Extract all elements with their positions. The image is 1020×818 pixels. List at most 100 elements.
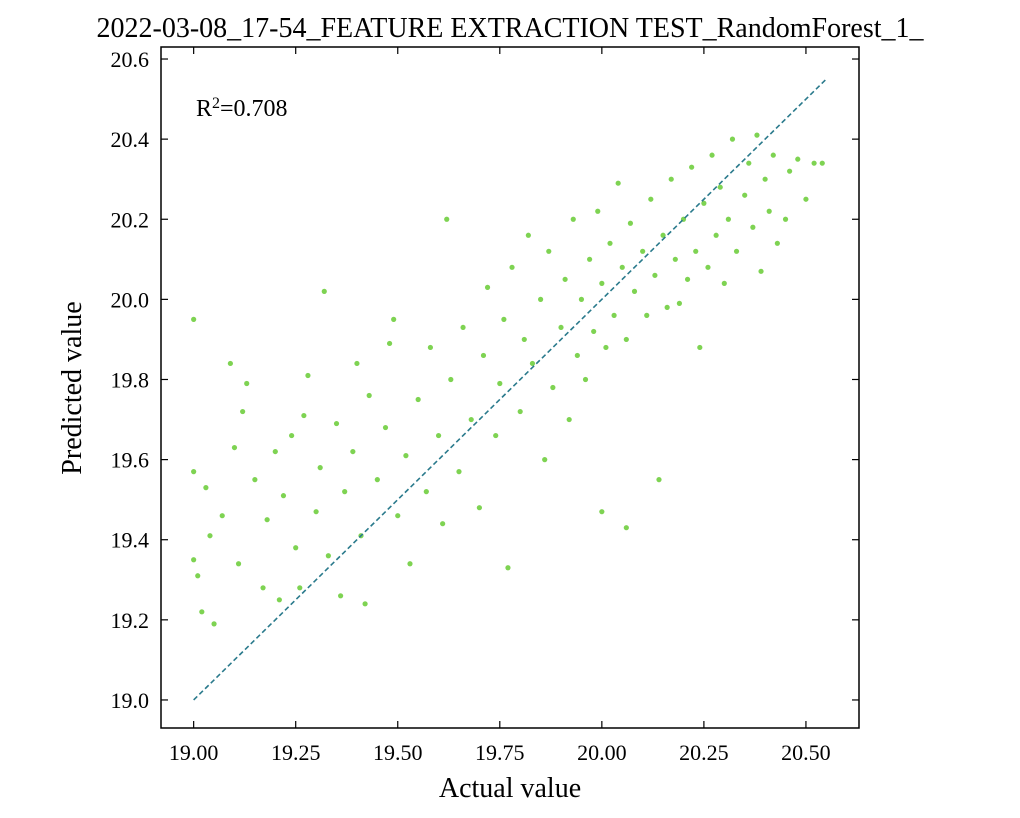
data-point — [578, 296, 585, 302]
x-tick-label: 20.00 — [577, 740, 627, 765]
data-point — [660, 232, 666, 238]
data-point — [713, 232, 719, 238]
data-point — [721, 280, 727, 286]
data-point — [207, 533, 213, 539]
y-tick-label: 19.4 — [111, 528, 150, 553]
plot-frame — [160, 46, 860, 729]
data-point — [787, 168, 793, 174]
data-point — [219, 513, 225, 519]
data-point — [272, 448, 278, 455]
data-point — [395, 513, 401, 519]
x-axis-label: Actual value — [439, 773, 581, 804]
data-point — [321, 288, 327, 294]
data-point — [652, 272, 658, 278]
data-point — [382, 424, 389, 431]
data-point — [668, 176, 674, 182]
data-point — [550, 384, 556, 391]
data-point — [203, 485, 209, 491]
y-tick-label: 20.2 — [111, 207, 150, 232]
data-point — [574, 352, 580, 359]
data-point — [623, 525, 629, 531]
data-point — [484, 284, 491, 290]
data-point — [199, 609, 205, 615]
data-point — [607, 240, 613, 246]
data-point — [705, 264, 711, 270]
data-point — [591, 328, 597, 335]
data-point — [529, 360, 536, 367]
data-point — [619, 264, 625, 270]
data-point — [280, 493, 287, 499]
data-point — [750, 224, 756, 230]
data-point — [770, 152, 776, 158]
data-point — [293, 545, 299, 551]
y-axis-label: Predicted value — [57, 301, 88, 474]
data-point — [440, 521, 446, 527]
data-point — [525, 232, 531, 238]
data-point — [448, 376, 454, 383]
data-point — [195, 573, 201, 579]
data-point — [505, 565, 511, 571]
identity-reference-line — [193, 78, 827, 701]
data-point — [562, 276, 568, 282]
data-point — [656, 477, 662, 483]
data-point — [289, 432, 295, 439]
data-point — [603, 344, 609, 351]
data-point — [191, 557, 197, 563]
data-point — [517, 408, 523, 415]
data-point — [476, 505, 482, 511]
data-point — [240, 408, 246, 415]
data-point — [623, 336, 629, 343]
data-point — [460, 324, 466, 331]
data-point — [342, 489, 348, 495]
data-point — [350, 448, 356, 455]
data-point — [191, 469, 197, 475]
data-point — [427, 344, 433, 351]
data-point — [244, 380, 250, 387]
data-point — [317, 465, 323, 471]
data-point — [664, 304, 670, 310]
data-point — [521, 336, 527, 343]
data-point — [697, 344, 703, 351]
data-point — [754, 132, 760, 138]
data-point — [509, 264, 515, 270]
r2-annotation-prefix: R — [196, 96, 212, 122]
data-point — [566, 416, 572, 423]
data-point — [305, 372, 311, 379]
data-point — [468, 416, 474, 423]
data-point — [301, 412, 307, 419]
data-point — [444, 216, 450, 222]
data-point — [362, 601, 368, 607]
data-point — [403, 453, 409, 459]
x-tick-label: 19.75 — [475, 740, 525, 765]
data-point — [538, 296, 544, 302]
data-point — [480, 352, 487, 359]
data-point — [746, 160, 752, 166]
data-point — [227, 360, 233, 367]
data-point — [684, 276, 691, 282]
data-point — [456, 469, 462, 475]
data-point — [648, 196, 654, 202]
data-point — [191, 316, 197, 322]
data-point — [782, 216, 789, 222]
data-point — [599, 280, 605, 286]
data-point — [701, 200, 707, 206]
data-point — [725, 216, 731, 222]
x-tick-label: 19.00 — [169, 740, 219, 765]
data-point — [672, 256, 678, 262]
r2-annotation-superscript: 2 — [212, 95, 220, 112]
r2-annotation: R2=0.708 — [196, 95, 288, 123]
data-point — [631, 288, 638, 294]
data-point — [729, 136, 736, 142]
x-tick-label: 20.50 — [781, 740, 831, 765]
data-point — [709, 152, 715, 158]
data-points — [191, 132, 825, 627]
data-point — [497, 380, 503, 387]
data-point — [297, 585, 303, 591]
data-point — [811, 160, 817, 166]
data-point — [276, 597, 282, 603]
y-tick-label: 19.0 — [111, 688, 150, 713]
data-point — [558, 324, 564, 331]
data-point — [354, 360, 360, 367]
data-point — [235, 561, 242, 567]
